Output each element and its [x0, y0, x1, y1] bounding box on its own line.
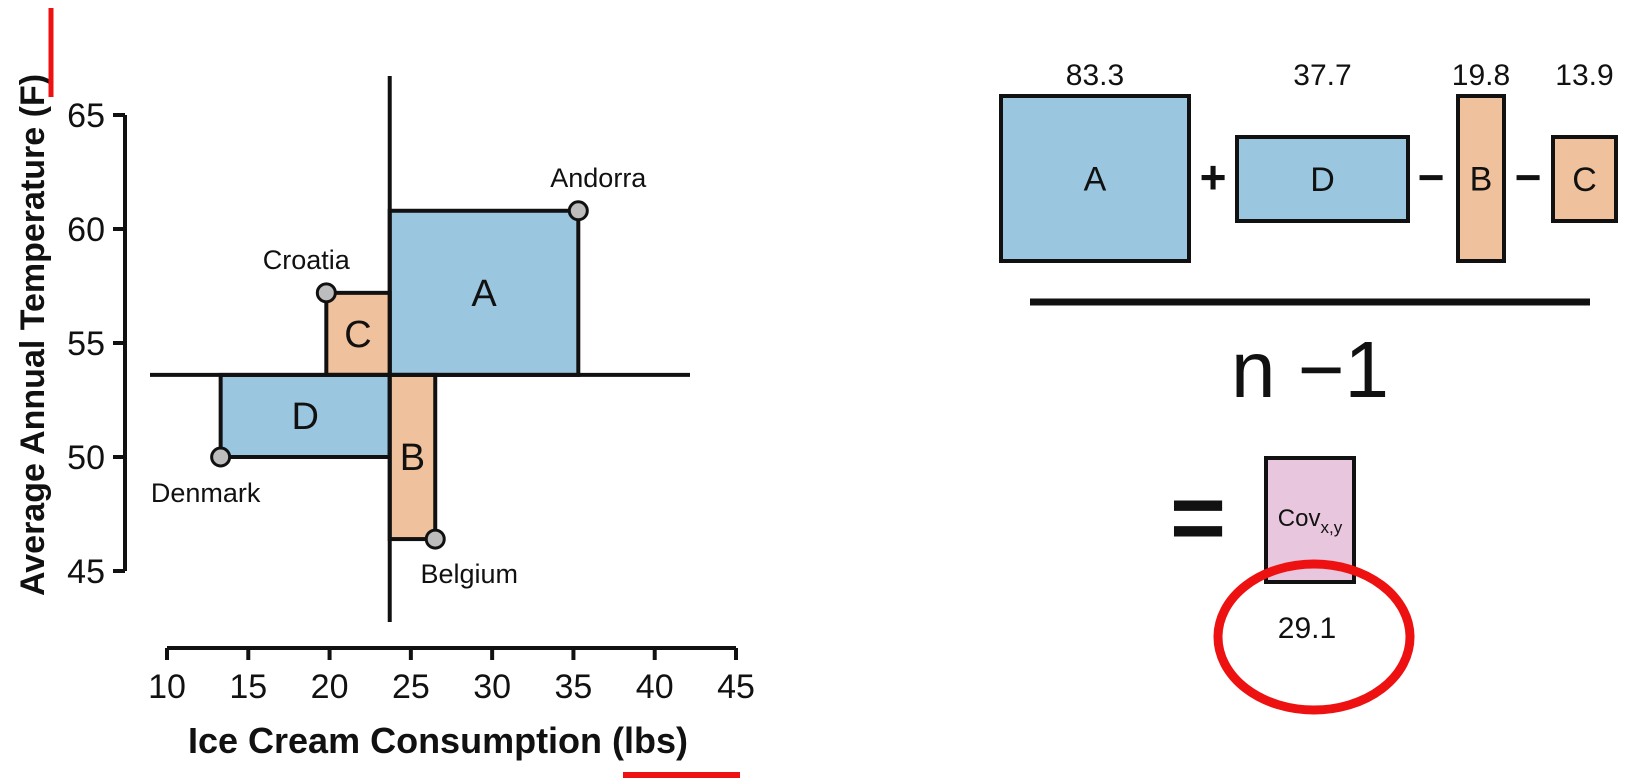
rect-label-d: D [291, 396, 318, 438]
formula-box-label-c: C [1572, 161, 1597, 199]
x-axis-title: Ice Cream Consumption (lbs) [188, 720, 688, 761]
formula-value-d: 37.7 [1293, 59, 1351, 92]
y-tick-label: 60 [67, 211, 105, 249]
point-label-croatia: Croatia [263, 245, 351, 275]
rect-label-b: B [400, 437, 425, 479]
formula-box-label-a: A [1084, 161, 1107, 199]
point-denmark [210, 446, 232, 468]
rect-a [387, 208, 581, 377]
point-belgium [424, 528, 446, 550]
y-tick-label: 45 [67, 553, 105, 591]
formula-box-label-d: D [1310, 161, 1335, 199]
result-value: 29.1 [1278, 612, 1336, 645]
x-tick-label: 45 [717, 668, 755, 706]
x-tick-label: 35 [555, 668, 593, 706]
formula-value-c: 13.9 [1555, 59, 1613, 92]
x-tick-label: 10 [148, 668, 186, 706]
y-tick-label: 65 [67, 97, 105, 135]
point-andorra [567, 200, 589, 222]
scatter-plot: A CD B Andorra Croatia Denmark Belgium 45 50 55 60… [14, 74, 755, 761]
rect-b [387, 372, 438, 542]
x-tick-label: 15 [229, 668, 267, 706]
covariance-formula: A 83.3 D 37.7 B 19.8 C 13.9 + − − n −1= Covx,y 29.1 [999, 59, 1618, 645]
rect-label-a: A [471, 273, 497, 315]
y-tick-label: 50 [67, 439, 105, 477]
formula-box-b [1456, 94, 1506, 263]
point-croatia [315, 282, 337, 304]
formula-box-c [1551, 135, 1618, 223]
formula-box-d [1235, 135, 1410, 223]
formula-value-a: 83.3 [1066, 59, 1124, 92]
formula-box-label-b: B [1470, 161, 1493, 199]
x-tick-label: 20 [311, 668, 349, 706]
x-tick-label: 40 [636, 668, 674, 706]
denominator: n −1 [1231, 325, 1389, 414]
y-axis-title: Average Annual Temperature (F) [14, 74, 52, 596]
rect-label-c: C [344, 314, 371, 356]
point-label-belgium: Belgium [420, 559, 518, 589]
formula-operator: − [1418, 151, 1445, 203]
highlight-marks [48, 8, 1415, 778]
equals-sign: = [1170, 464, 1226, 571]
x-tick-label: 25 [392, 668, 430, 706]
point-label-denmark: Denmark [151, 478, 261, 508]
result-label: Covx,y [1278, 505, 1343, 537]
x-tick-label: 30 [473, 668, 511, 706]
highlight-ellipse [1213, 559, 1415, 715]
y-tick-label: 55 [67, 325, 105, 363]
point-label-andorra: Andorra [550, 163, 647, 193]
formula-operator: + [1200, 151, 1227, 203]
formula-operator: − [1515, 151, 1542, 203]
formula-value-b: 19.8 [1452, 59, 1510, 92]
formula-box-a [999, 94, 1191, 263]
